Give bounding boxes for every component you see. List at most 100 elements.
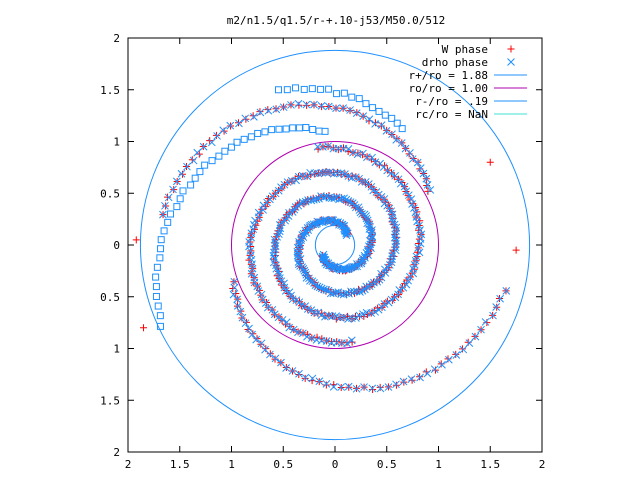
w-phase-point	[334, 146, 342, 154]
drho-phase-point	[317, 284, 326, 293]
drho-phase-point	[392, 227, 400, 235]
drho-phase-point	[253, 282, 262, 291]
drho-phase-point	[276, 224, 285, 233]
square-point	[274, 86, 282, 94]
drho-phase-point	[367, 228, 376, 237]
w-phase-point	[250, 225, 258, 233]
drho-phase-point	[409, 265, 417, 273]
drho-phase-point	[247, 233, 256, 242]
drho-phase-point	[380, 300, 389, 308]
drho-phase-point	[489, 311, 497, 320]
drho-phase-point	[287, 101, 295, 109]
drho-phase-point	[319, 216, 328, 225]
drho-phase-point	[229, 290, 238, 299]
drho-phase-point	[423, 181, 432, 189]
drho-phase-point	[301, 197, 310, 206]
drho-phase-point	[392, 380, 400, 389]
y-tick-label: 0	[113, 239, 120, 252]
x-tick-label: 2	[539, 458, 546, 471]
drho-phase-point	[400, 182, 409, 191]
drho-phase-point	[477, 325, 485, 334]
drho-phase-point	[233, 295, 242, 304]
square-point	[369, 104, 377, 112]
drho-phase-point	[337, 194, 346, 203]
drho-phase-point	[263, 303, 272, 312]
square-point	[289, 124, 297, 132]
drho-phase-point	[324, 102, 333, 111]
drho-phase-point	[301, 373, 310, 382]
drho-phase-point	[342, 265, 351, 274]
drho-phase-point	[177, 169, 186, 178]
square-point	[375, 107, 383, 115]
square-point	[154, 302, 162, 310]
drho-phase-point	[465, 339, 474, 348]
drho-phase-point	[471, 332, 480, 341]
drho-phase-point	[238, 313, 247, 322]
drho-phase-point	[346, 106, 354, 114]
drho-phase-point	[303, 332, 311, 341]
drho-phase-point	[245, 242, 253, 251]
drho-phase-point	[399, 377, 408, 386]
reference-circle	[231, 141, 439, 349]
drho-phase-point	[272, 105, 281, 114]
drho-phase-point	[414, 244, 423, 252]
drho-phase-point	[347, 287, 355, 296]
drho-phase-point	[272, 261, 280, 270]
drho-phase-point	[328, 312, 337, 320]
drho-phase-point	[410, 204, 418, 213]
drho-phase-point	[274, 313, 283, 322]
square-point	[381, 111, 389, 119]
drho-phase-point	[384, 383, 393, 391]
drho-phase-point	[230, 283, 239, 292]
data-points	[132, 84, 520, 394]
drho-phase-point	[369, 186, 378, 195]
drho-phase-point	[172, 177, 181, 186]
drho-phase-point	[392, 135, 401, 144]
w-phase-point	[246, 238, 254, 246]
drho-phase-point	[382, 127, 391, 135]
drho-phase-point	[404, 276, 413, 285]
square-point	[167, 210, 175, 218]
drho-phase-point	[332, 104, 340, 113]
drho-phase-point	[408, 155, 417, 163]
drho-phase-point	[343, 339, 351, 348]
drho-phase-point	[342, 289, 351, 298]
drho-phase-point	[371, 308, 380, 316]
square-point	[393, 119, 401, 127]
drho-phase-point	[257, 290, 266, 299]
drho-phase-point	[263, 198, 271, 207]
square-point	[302, 124, 310, 132]
drho-phase-point	[416, 164, 425, 172]
drho-phase-point	[411, 208, 420, 217]
drho-phase-point	[395, 286, 404, 294]
drho-phase-point	[426, 186, 435, 194]
drho-phase-point	[315, 377, 324, 386]
x-tick-label: 1	[228, 458, 235, 471]
drho-phase-point	[402, 187, 411, 196]
drho-phase-point	[391, 246, 400, 255]
drho-phase-point	[245, 324, 253, 333]
square-point	[176, 195, 184, 203]
drho-phase-point	[329, 383, 338, 391]
drho-phase-point	[347, 336, 356, 345]
drho-phase-point	[387, 295, 396, 304]
drho-phase-point	[376, 384, 385, 393]
drho-phase-point	[312, 195, 321, 204]
drho-phase-point	[445, 355, 453, 364]
drho-phase-point	[371, 158, 380, 167]
drho-phase-point	[390, 233, 399, 242]
square-point	[240, 135, 248, 143]
drho-phase-point	[235, 119, 243, 128]
square-point	[156, 322, 164, 330]
y-tick-label: 2	[113, 446, 120, 459]
drho-phase-point	[256, 108, 265, 117]
w-phase-point	[371, 119, 379, 127]
y-tick-label: 2	[113, 32, 120, 45]
square-point	[300, 85, 308, 93]
square-point	[268, 126, 276, 134]
drho-phase-point	[415, 221, 423, 230]
drho-phase-point	[261, 299, 270, 307]
legend-label: r-/ro = .19	[415, 95, 488, 108]
drho-phase-point	[249, 225, 258, 233]
